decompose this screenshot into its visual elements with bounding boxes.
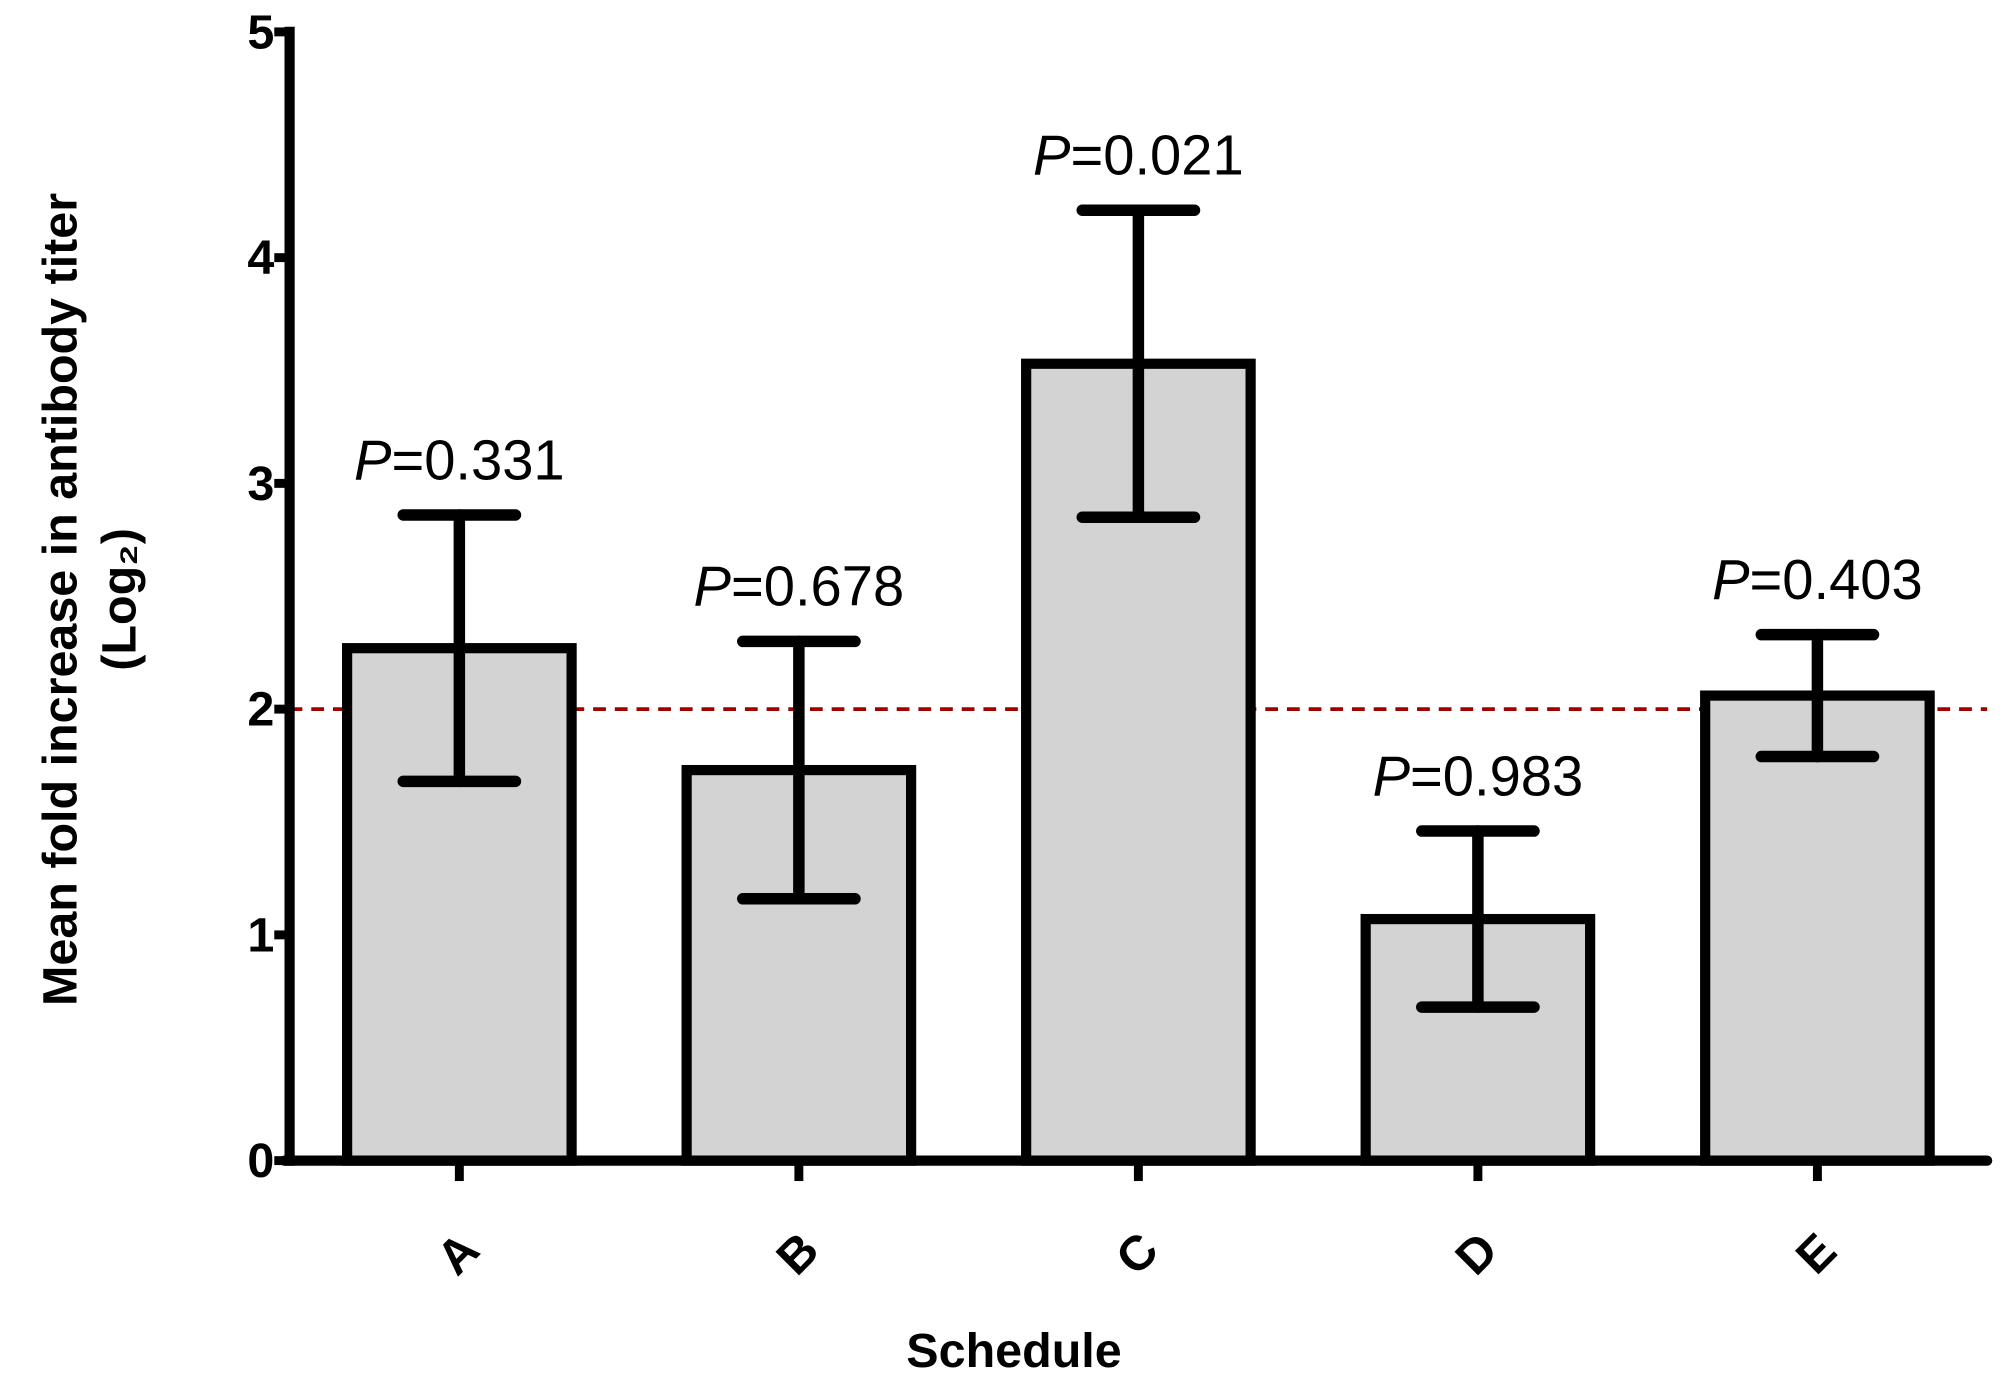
bar: [1700, 690, 1935, 1166]
p-value-label: P=0.983: [1373, 744, 1584, 807]
p-symbol: P: [1033, 124, 1071, 187]
x-tick-label: A: [427, 1222, 490, 1285]
y-tick-label: 1: [247, 908, 274, 962]
y-tick-label: 2: [247, 683, 274, 737]
p-value: =0.983: [1410, 744, 1583, 807]
y-axis-title-line: Mean fold increase in antibody titer: [34, 193, 88, 1006]
p-value: =0.678: [731, 555, 904, 618]
p-value-label: P=0.021: [1033, 124, 1244, 187]
error-bar: [1076, 204, 1201, 523]
p-symbol: P: [354, 428, 392, 491]
p-value-label: P=0.403: [1712, 548, 1923, 611]
p-value-label: P=0.331: [354, 428, 565, 491]
x-tick-label: B: [766, 1222, 829, 1285]
y-axis-title-line: (Log₂): [92, 528, 146, 671]
p-value: =0.403: [1750, 548, 1923, 611]
error-bar: [737, 635, 861, 905]
error-bar: [1416, 825, 1540, 1013]
p-value: =0.021: [1071, 124, 1244, 187]
y-tick-label: 4: [247, 231, 274, 285]
p-value-label: P=0.678: [694, 555, 905, 618]
x-tick-label: D: [1445, 1222, 1508, 1285]
x-tick-label: C: [1106, 1222, 1169, 1285]
y-tick-label: 3: [247, 457, 274, 511]
error-bar: [397, 509, 522, 788]
error-bar: [1755, 628, 1880, 763]
p-value: =0.331: [391, 428, 564, 491]
y-tick-label: 5: [247, 5, 274, 59]
y-tick-label: 0: [247, 1134, 274, 1188]
p-symbol: P: [1373, 744, 1411, 807]
y-axis-title: Mean fold increase in antibody titer (Lo…: [34, 193, 147, 1006]
x-axis-title: Schedule: [906, 1324, 1121, 1378]
x-tick-label: E: [1786, 1223, 1847, 1284]
p-symbol: P: [694, 555, 732, 618]
p-symbol: P: [1712, 548, 1750, 611]
